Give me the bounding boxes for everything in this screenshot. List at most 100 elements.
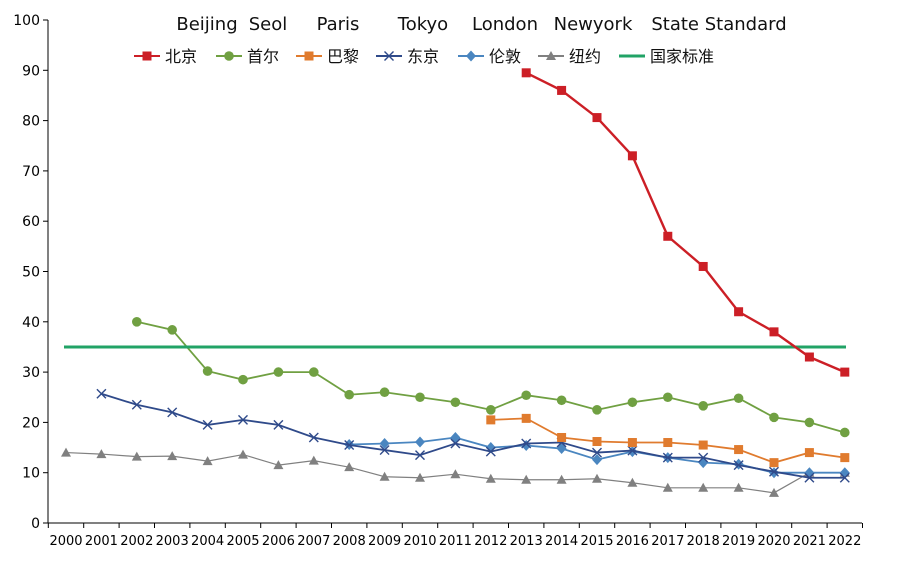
series-6 bbox=[61, 447, 850, 497]
data-point bbox=[167, 325, 177, 335]
series-4 bbox=[96, 388, 850, 483]
data-point bbox=[96, 449, 107, 459]
data-point bbox=[379, 445, 390, 456]
x-tick-label: 2017 bbox=[651, 534, 684, 549]
series-3 bbox=[486, 413, 850, 468]
data-point bbox=[132, 317, 142, 327]
data-point bbox=[556, 443, 567, 455]
data-point bbox=[733, 393, 744, 404]
data-point bbox=[698, 401, 708, 411]
x-tick-label: 2015 bbox=[580, 534, 613, 549]
data-point bbox=[521, 68, 531, 78]
x-tick-label: 2022 bbox=[828, 534, 861, 549]
data-point bbox=[167, 451, 178, 461]
data-point bbox=[840, 427, 850, 438]
legend: 北京 首尔 巴黎 东京 伦敦 纽约 国家标准 bbox=[134, 47, 714, 66]
data-point bbox=[556, 474, 567, 484]
data-point bbox=[344, 389, 355, 400]
data-point bbox=[61, 447, 71, 457]
english-city-labels: Beijing Seol Paris Tokyo London Newyork State … bbox=[176, 14, 786, 35]
y-tick-label: 30 bbox=[22, 365, 40, 381]
x-tick-label: 2005 bbox=[226, 534, 259, 549]
data-point bbox=[167, 407, 178, 418]
legend-marker bbox=[546, 51, 556, 60]
x-tick-label: 2019 bbox=[722, 534, 755, 549]
y-tick-label: 40 bbox=[22, 315, 40, 331]
english-label: London bbox=[472, 14, 538, 35]
x-tick-label: 2001 bbox=[85, 534, 118, 549]
data-point bbox=[698, 440, 708, 450]
y-tick-label: 80 bbox=[22, 114, 40, 130]
x-tick-label: 2012 bbox=[474, 534, 507, 549]
x-tick-label: 2009 bbox=[368, 534, 401, 549]
data-point bbox=[450, 397, 461, 408]
data-point bbox=[131, 451, 142, 461]
y-tick-label: 0 bbox=[31, 516, 40, 532]
series-2 bbox=[132, 317, 850, 438]
series-1 bbox=[521, 68, 850, 377]
legend-marker bbox=[304, 51, 314, 61]
x-tick-label: 2004 bbox=[191, 534, 224, 549]
y-tick-label: 50 bbox=[22, 265, 40, 281]
data-point bbox=[698, 482, 709, 492]
data-point bbox=[592, 473, 602, 483]
data-point bbox=[804, 417, 815, 428]
y-tick-label: 10 bbox=[22, 466, 40, 482]
data-point bbox=[627, 397, 638, 408]
data-point bbox=[308, 432, 319, 443]
english-label: Beijing bbox=[176, 14, 237, 35]
english-label: Tokyo bbox=[397, 14, 448, 35]
data-point bbox=[415, 436, 425, 448]
data-point bbox=[379, 438, 390, 450]
x-tick-label: 2003 bbox=[156, 534, 189, 549]
data-point bbox=[450, 438, 461, 449]
x-tick-label: 2020 bbox=[757, 534, 790, 549]
legend-label: 东京 bbox=[407, 47, 439, 66]
series-line bbox=[525, 71, 846, 374]
data-point bbox=[627, 151, 637, 161]
legend-item: 东京 bbox=[376, 47, 439, 66]
data-point bbox=[486, 405, 496, 415]
data-point bbox=[521, 413, 531, 423]
data-point bbox=[663, 392, 673, 403]
x-tick-label: 2002 bbox=[120, 534, 153, 549]
data-point bbox=[273, 367, 284, 377]
data-point bbox=[238, 449, 248, 459]
x-tick-label: 2008 bbox=[333, 534, 366, 549]
data-point bbox=[450, 469, 461, 479]
data-point bbox=[557, 85, 567, 95]
data-point bbox=[521, 474, 532, 484]
legend-item: 巴黎 bbox=[296, 47, 359, 66]
data-point bbox=[769, 412, 779, 423]
legend-marker bbox=[224, 51, 234, 61]
english-label: Paris bbox=[317, 14, 360, 35]
data-point bbox=[840, 367, 850, 377]
data-point bbox=[485, 473, 496, 483]
x-tick-label: 2013 bbox=[510, 534, 543, 549]
english-label: Seol bbox=[249, 14, 288, 35]
data-point bbox=[839, 472, 850, 483]
data-point bbox=[733, 460, 744, 471]
legend-marker bbox=[384, 51, 394, 61]
data-point bbox=[663, 438, 673, 448]
series-line bbox=[101, 392, 845, 479]
data-point bbox=[592, 447, 602, 458]
data-point bbox=[592, 437, 602, 447]
data-point bbox=[202, 456, 213, 466]
data-point bbox=[733, 482, 744, 492]
data-point bbox=[415, 450, 425, 461]
x-tick-label: 2000 bbox=[49, 534, 82, 549]
y-tick-label: 70 bbox=[22, 164, 40, 180]
data-point bbox=[769, 466, 779, 477]
data-point bbox=[131, 399, 142, 410]
data-point bbox=[486, 415, 496, 425]
x-tick-label: 2007 bbox=[297, 534, 330, 549]
data-point bbox=[202, 419, 213, 430]
data-point bbox=[521, 440, 532, 452]
data-point bbox=[557, 432, 567, 442]
data-point bbox=[804, 352, 814, 362]
data-point bbox=[273, 419, 284, 430]
data-point bbox=[698, 261, 708, 271]
data-point bbox=[592, 454, 602, 466]
legend-item: 伦敦 bbox=[458, 47, 521, 66]
